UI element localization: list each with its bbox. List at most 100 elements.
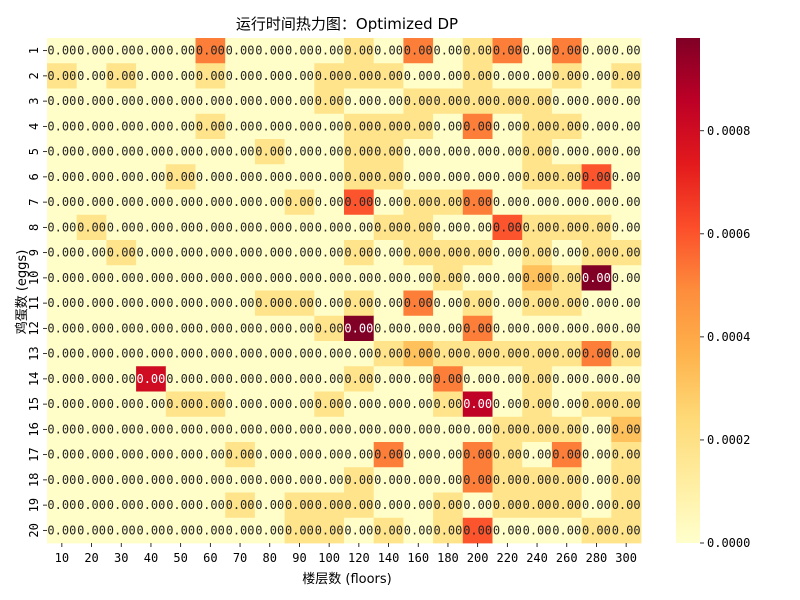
cell-value-label: 0.00 bbox=[404, 170, 433, 184]
heatmap-cell bbox=[551, 164, 582, 190]
heatmap-cell bbox=[136, 442, 167, 468]
heatmap-cell bbox=[225, 492, 256, 519]
heatmap-cell bbox=[47, 38, 78, 64]
cell-value-label: 0.00 bbox=[493, 397, 522, 411]
heatmap-cell bbox=[433, 164, 464, 190]
heatmap-cell bbox=[284, 416, 315, 443]
heatmap-cell bbox=[551, 492, 582, 519]
heatmap-cell bbox=[611, 214, 642, 241]
cell-value-label: 0.00 bbox=[552, 448, 581, 462]
heatmap-cell bbox=[254, 139, 285, 165]
colorbar-tick-label: 0.0006 bbox=[707, 227, 750, 241]
cell-value-label: 0.00 bbox=[612, 195, 641, 209]
cell-value-label: 0.00 bbox=[196, 271, 225, 285]
cell-value-label: 0.00 bbox=[77, 296, 106, 310]
cell-value-label: 0.00 bbox=[404, 69, 433, 83]
cell-value-label: 0.00 bbox=[523, 372, 552, 386]
heatmap-cell bbox=[136, 240, 167, 266]
heatmap-cell bbox=[551, 290, 582, 317]
cell-value-label: 0.00 bbox=[285, 397, 314, 411]
heatmap-cell bbox=[522, 139, 553, 165]
heatmap-cell bbox=[373, 214, 404, 241]
heatmap-cell bbox=[284, 63, 315, 89]
heatmap-cell bbox=[581, 467, 612, 493]
heatmap-cell bbox=[195, 139, 226, 165]
cell-value-label: 0.00 bbox=[255, 347, 284, 361]
cell-value-label: 0.00 bbox=[107, 271, 136, 285]
heatmap-cell bbox=[136, 416, 167, 443]
heatmap-cell bbox=[433, 467, 464, 493]
heatmap-cell bbox=[462, 139, 493, 165]
cell-value-label: 0.00 bbox=[315, 220, 344, 234]
cell-value-label: 0.00 bbox=[136, 321, 165, 335]
cell-value-label: 0.00 bbox=[255, 422, 284, 436]
cell-value-label: 0.00 bbox=[493, 246, 522, 260]
cell-value-label: 0.00 bbox=[612, 473, 641, 487]
heatmap-cell bbox=[165, 240, 196, 266]
cell-value-label: 0.00 bbox=[582, 69, 611, 83]
cell-value-label: 0.00 bbox=[433, 195, 462, 209]
heatmap-cell bbox=[47, 442, 78, 468]
heatmap-cell bbox=[195, 113, 226, 140]
heatmap-cell bbox=[581, 265, 612, 291]
cell-value-label: 0.00 bbox=[77, 397, 106, 411]
heatmap-cell bbox=[195, 265, 226, 291]
cell-value-label: 0.00 bbox=[552, 397, 581, 411]
heatmap-cell bbox=[344, 442, 375, 468]
heatmap-cell bbox=[106, 315, 137, 342]
cell-value-label: 0.00 bbox=[612, 347, 641, 361]
cell-value-label: 0.00 bbox=[136, 296, 165, 310]
heatmap-cell bbox=[611, 467, 642, 493]
cell-value-label: 0.00 bbox=[107, 397, 136, 411]
heatmap-cell bbox=[344, 315, 375, 342]
heatmap-cell bbox=[551, 442, 582, 468]
cell-value-label: 0.00 bbox=[523, 246, 552, 260]
heatmap-cell bbox=[373, 139, 404, 165]
heatmap-cell bbox=[195, 290, 226, 317]
cell-value-label: 0.00 bbox=[344, 170, 373, 184]
cell-value-label: 0.00 bbox=[77, 498, 106, 512]
heatmap-cell bbox=[225, 63, 256, 89]
heatmap-cell bbox=[225, 290, 256, 317]
cell-value-label: 0.00 bbox=[255, 44, 284, 58]
heatmap-cell bbox=[462, 63, 493, 89]
y-tick-label: 7 bbox=[27, 199, 41, 206]
x-tick-label: 120 bbox=[348, 551, 370, 565]
x-tick-label: 280 bbox=[586, 551, 608, 565]
heatmap-cell bbox=[611, 366, 642, 392]
cell-value-label: 0.00 bbox=[285, 498, 314, 512]
cell-value-label: 0.00 bbox=[344, 195, 373, 209]
cell-value-label: 0.00 bbox=[136, 473, 165, 487]
cell-value-label: 0.00 bbox=[255, 69, 284, 83]
heatmap-cell bbox=[47, 366, 78, 392]
heatmap-cell bbox=[611, 265, 642, 291]
y-tick-label: 20 bbox=[27, 523, 41, 537]
cell-value-label: 0.00 bbox=[344, 523, 373, 537]
heatmap-cell bbox=[76, 265, 107, 291]
heatmap-cell bbox=[254, 38, 285, 64]
heatmap-cell bbox=[522, 88, 553, 115]
cell-value-label: 0.00 bbox=[107, 473, 136, 487]
cell-value-label: 0.00 bbox=[374, 347, 403, 361]
heatmap-cell bbox=[433, 341, 464, 367]
heatmap-cell bbox=[522, 265, 553, 291]
cell-value-label: 0.00 bbox=[493, 145, 522, 159]
cell-value-label: 0.00 bbox=[136, 448, 165, 462]
heatmap-cell bbox=[225, 315, 256, 342]
cell-value-label: 0.00 bbox=[77, 321, 106, 335]
cell-value-label: 0.00 bbox=[166, 220, 195, 234]
cell-value-label: 0.00 bbox=[315, 321, 344, 335]
cell-value-label: 0.00 bbox=[433, 94, 462, 108]
heatmap-cell bbox=[284, 265, 315, 291]
cell-value-label: 0.00 bbox=[463, 119, 492, 133]
cell-value-label: 0.00 bbox=[107, 220, 136, 234]
heatmap-cell bbox=[403, 391, 434, 418]
heatmap-cell bbox=[165, 214, 196, 241]
cell-value-label: 0.00 bbox=[107, 347, 136, 361]
y-tick-label: 14 bbox=[27, 372, 41, 386]
cell-value-label: 0.00 bbox=[107, 448, 136, 462]
heatmap-cell bbox=[136, 517, 167, 544]
heatmap-cell bbox=[47, 391, 78, 418]
cell-value-label: 0.00 bbox=[226, 523, 255, 537]
cell-value-label: 0.00 bbox=[226, 69, 255, 83]
